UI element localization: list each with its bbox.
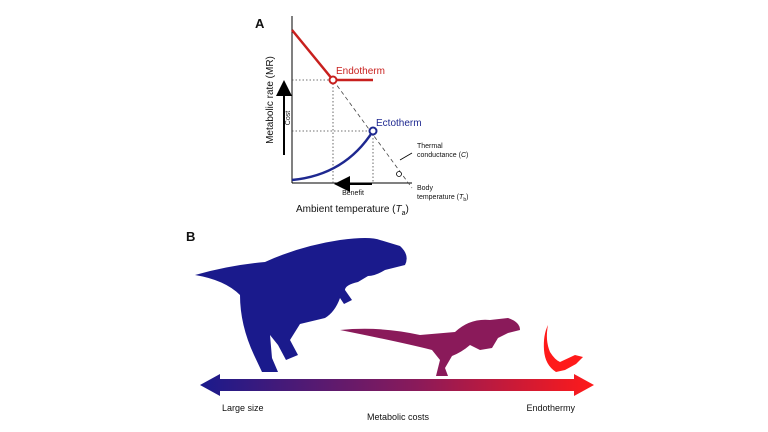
endotherm-point <box>328 75 338 85</box>
benefit-label: Benefit <box>342 190 364 197</box>
body-temp-label: Body temperature (Tb) <box>417 185 468 203</box>
text: ) <box>466 194 468 201</box>
text: T <box>459 194 464 201</box>
text: Ambient temperature ( <box>296 204 396 215</box>
text: b <box>463 197 466 203</box>
panel-label: A <box>255 16 265 31</box>
left-label: Large size <box>222 403 264 413</box>
text: Body <box>417 185 433 192</box>
tyrannosaur <box>195 238 407 372</box>
conductance-label: Thermal conductance (C) <box>417 143 468 159</box>
pointer <box>399 152 413 161</box>
cost-label: Cost <box>285 111 292 125</box>
bird <box>543 325 583 372</box>
text: C <box>461 152 467 159</box>
gradient-arrow <box>200 374 594 396</box>
panel-label: B <box>186 229 195 244</box>
text: T <box>396 204 403 215</box>
endotherm-label: Endotherm <box>336 66 385 77</box>
y-axis-label: Metabolic rate (MR) <box>265 56 276 144</box>
ectotherm-curve <box>291 130 375 182</box>
text: temperature ( <box>417 194 460 201</box>
raptor <box>340 318 520 376</box>
text: ) <box>406 204 409 215</box>
ectotherm-point <box>368 126 378 136</box>
body-temp-point <box>396 171 402 177</box>
ectotherm-label: Ectotherm <box>376 118 422 129</box>
center-label: Metabolic costs <box>367 412 430 422</box>
right-label: Endothermy <box>526 403 575 413</box>
text: ) <box>466 152 468 159</box>
text: Thermal <box>417 143 443 150</box>
text: a <box>402 210 406 217</box>
guides <box>292 79 374 183</box>
text: conductance ( <box>417 152 462 159</box>
x-axis-label: Ambient temperature (Ta) <box>296 204 409 217</box>
